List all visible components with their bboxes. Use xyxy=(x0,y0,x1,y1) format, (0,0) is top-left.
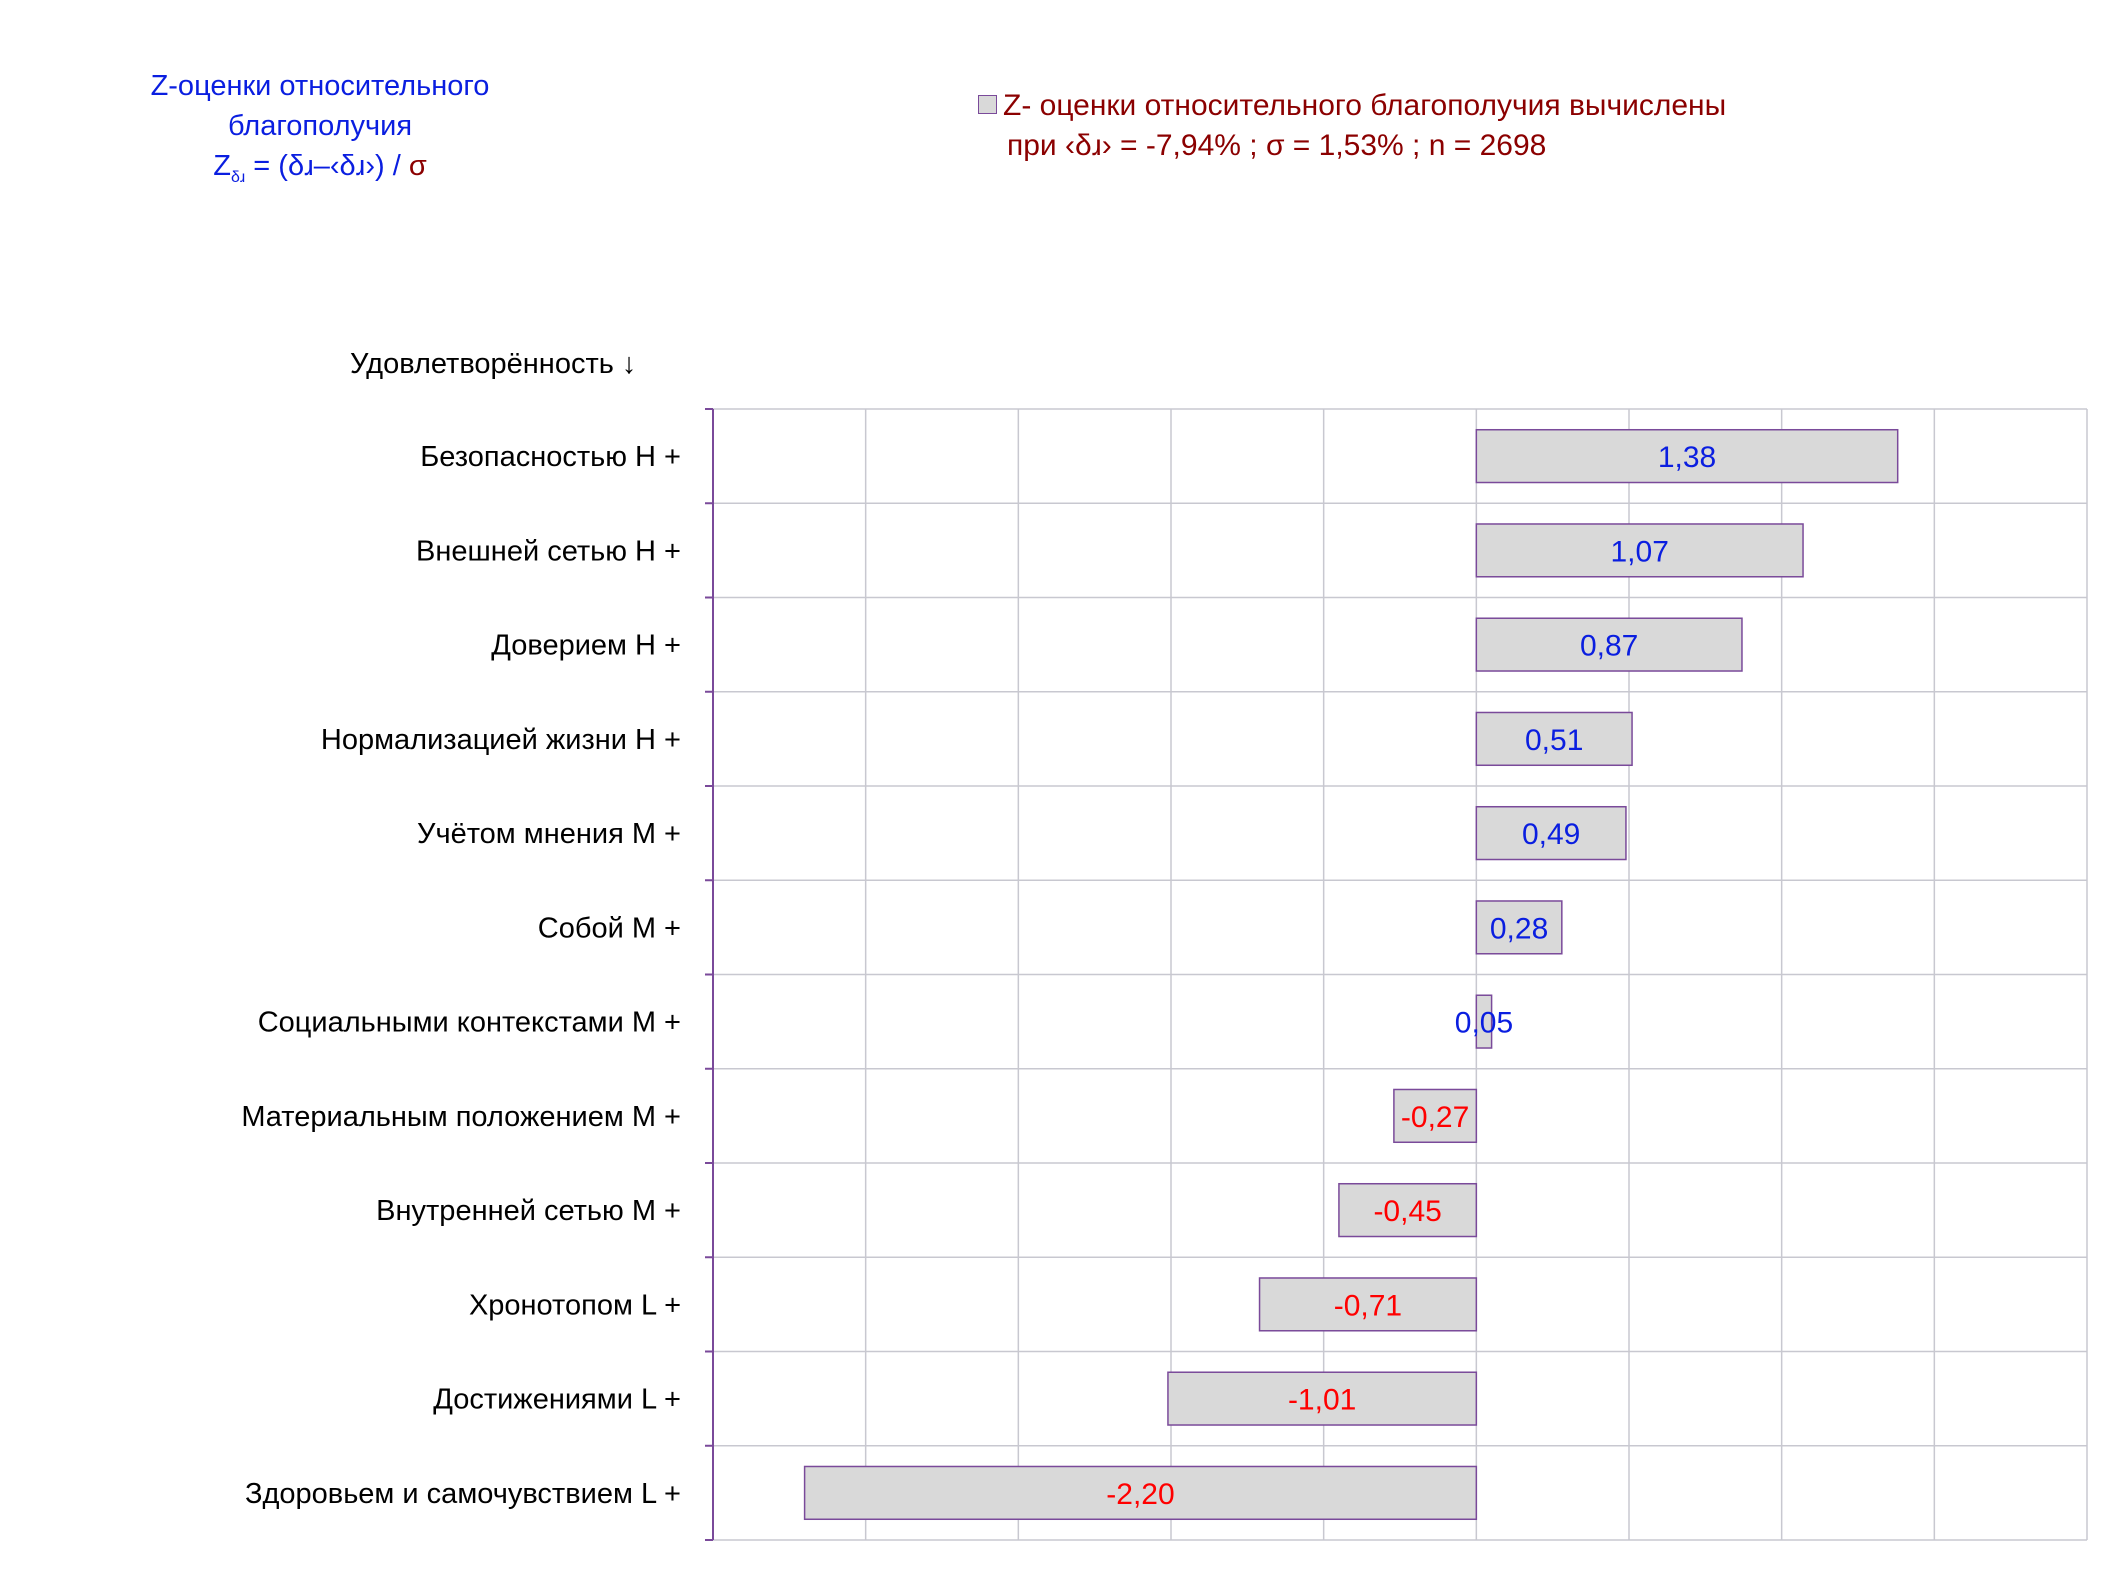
category-label: Безопасностью Н + xyxy=(420,441,681,473)
formula-subscript: δɹ xyxy=(231,168,246,186)
category-label: Внешней сетью Н + xyxy=(416,535,681,567)
category-label: Доверием Н + xyxy=(491,630,681,662)
bar xyxy=(1475,523,1804,578)
data-label: -0,71 xyxy=(1334,1289,1402,1322)
category-label: Хронотопом L + xyxy=(469,1289,681,1321)
data-label: -0,45 xyxy=(1373,1195,1441,1228)
title-line-2: благополучия xyxy=(227,110,413,142)
category-label: Здоровьем и самочувствием L + xyxy=(245,1478,681,1510)
formula-sigma: σ xyxy=(408,150,427,182)
bar xyxy=(1258,1277,1478,1332)
bar xyxy=(1475,711,1633,767)
bar xyxy=(1475,428,1899,484)
data-label: 0,49 xyxy=(1522,818,1580,851)
data-label: 0,28 xyxy=(1490,912,1548,945)
data-label: 1,38 xyxy=(1658,441,1716,474)
category-label: Материальным положением М + xyxy=(241,1101,681,1133)
category-axis-title: Удовлетворённость ↓ xyxy=(350,348,637,380)
formula-body: = (δɹ–‹δɹ›) / xyxy=(245,150,409,182)
title-formula: Zδɹ = (δɹ–‹δɹ›) / σ xyxy=(40,146,600,198)
bar xyxy=(1338,1182,1478,1238)
legend-swatch xyxy=(978,94,997,114)
category-label: Внутренней сетью М + xyxy=(376,1195,681,1227)
bar xyxy=(1475,994,1493,1049)
category-label: Нормализацией жизни Н + xyxy=(321,724,681,756)
category-label: Собой М + xyxy=(538,912,681,944)
chart-title: Z-оценки относительного благополучия Zδɹ… xyxy=(40,66,600,198)
data-label: -2,20 xyxy=(1106,1478,1174,1511)
title-line-1: Z-оценки относительного xyxy=(150,70,490,102)
bar xyxy=(1393,1088,1478,1144)
bar xyxy=(1475,900,1563,955)
data-label: -0,27 xyxy=(1401,1101,1469,1134)
category-label: Социальными контекстами М + xyxy=(258,1007,681,1039)
category-label: Учётом мнения М + xyxy=(417,818,681,850)
bar xyxy=(1167,1371,1478,1426)
legend-line-1: Z- оценки относительного благополучия вы… xyxy=(1003,89,1727,122)
data-label: 0,51 xyxy=(1525,724,1583,757)
category-label: Достижениями L + xyxy=(433,1384,681,1416)
formula-z: Z xyxy=(213,150,231,182)
bar xyxy=(803,1465,1478,1521)
data-label: 1,07 xyxy=(1610,535,1668,568)
bar xyxy=(1475,805,1627,861)
data-label: 0,05 xyxy=(1455,1007,1513,1040)
data-label: -1,01 xyxy=(1288,1384,1356,1417)
bar xyxy=(1475,617,1743,672)
chart-legend: Z- оценки относительного благополучия вы… xyxy=(978,86,1726,166)
data-label: 0,87 xyxy=(1580,630,1638,663)
legend-line-2: при ‹δɹ› = -7,94% ; σ = 1,53% ; n = 2698 xyxy=(1007,129,1547,162)
